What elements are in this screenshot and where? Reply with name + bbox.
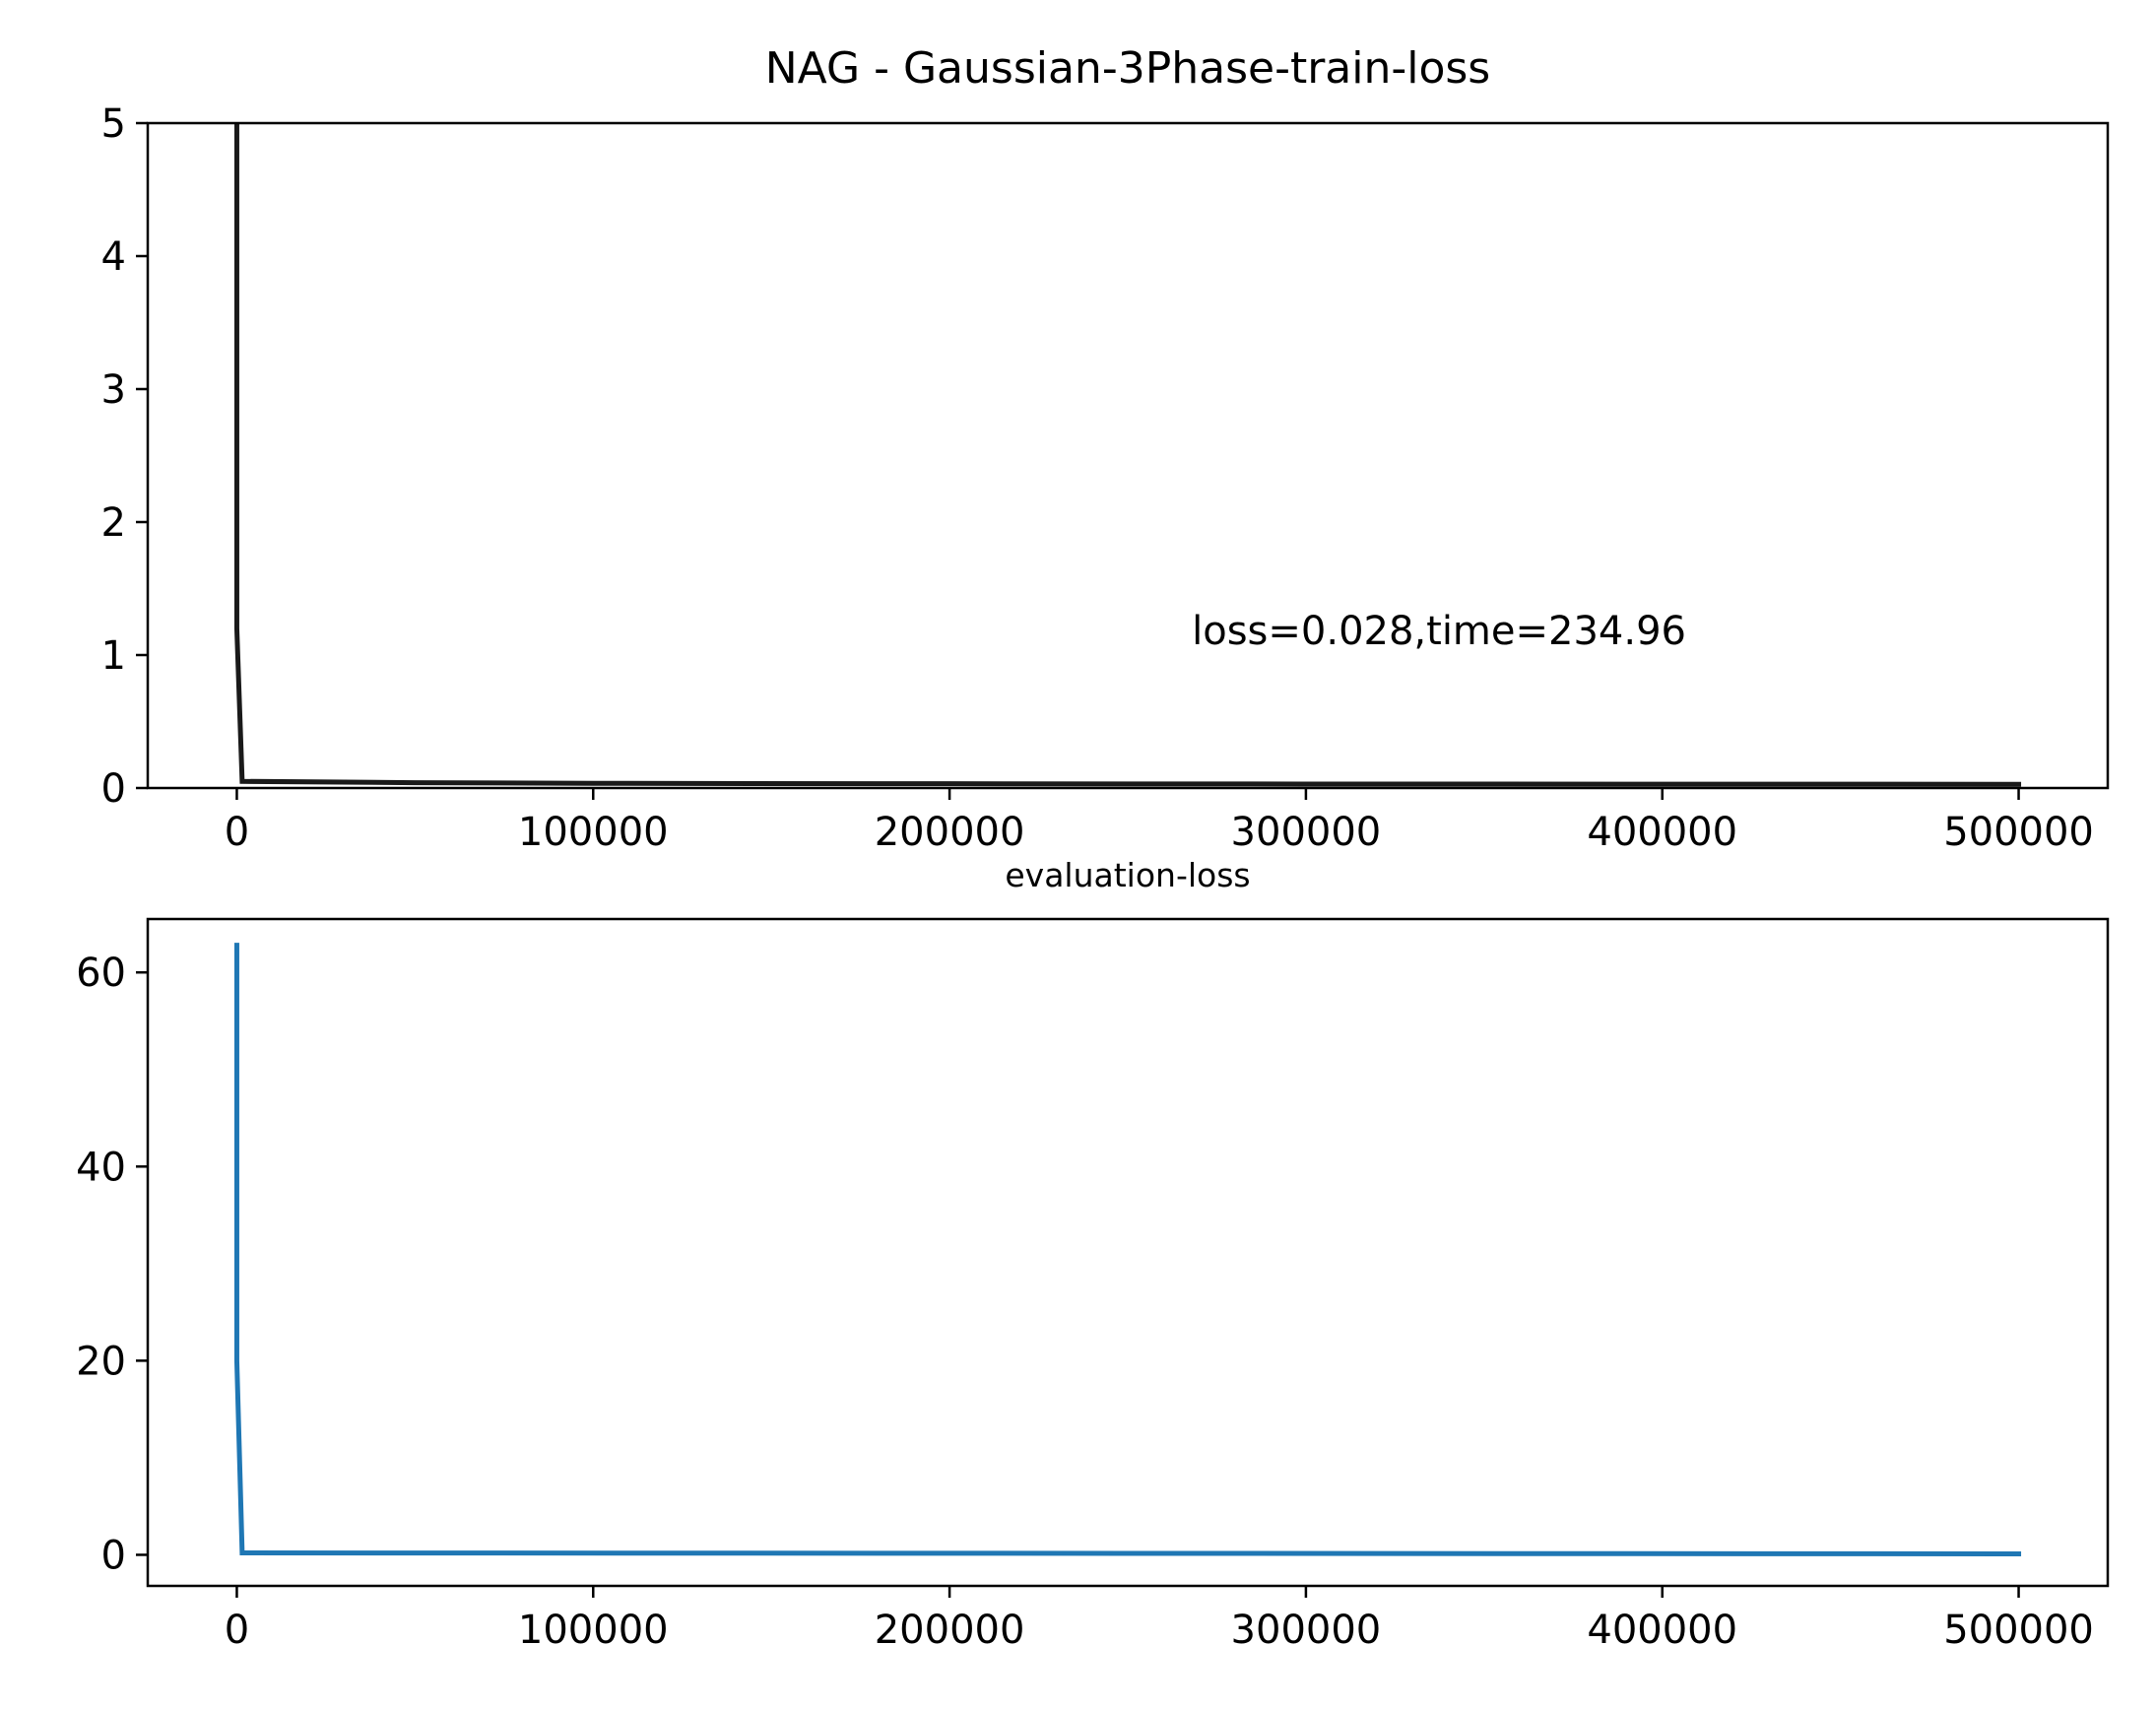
train-loss-x-tick-label: 200000 [875, 810, 1025, 855]
evaluation-loss-y-tick-label: 20 [76, 1339, 126, 1384]
evaluation-loss-x-tick-label: 500000 [1943, 1608, 2094, 1653]
train-loss-marks: 0 100000 200000 300000 400000 500000 0 1 2 3 4 5 los… [101, 101, 2110, 855]
train-loss-annotation: loss=0.028,time=234.96 [1192, 609, 1686, 654]
train-loss-x-tick-label: 300000 [1231, 810, 1382, 855]
evaluation-loss-x-tick-label: 300000 [1231, 1608, 1382, 1653]
evaluation-loss-x-tick-label: 400000 [1587, 1608, 1737, 1653]
train-loss-y-tick-label: 2 [101, 500, 126, 546]
train-loss-x-tick-label: 100000 [518, 810, 669, 855]
train-loss-y-tick-label: 0 [101, 766, 126, 812]
evaluation-loss-y-tick-label: 0 [101, 1533, 126, 1578]
train-loss-x-tick-label: 400000 [1587, 810, 1737, 855]
evaluation-loss-y-tick-label: 60 [76, 951, 126, 996]
train-loss-y-tick-label: 4 [101, 234, 126, 280]
evaluation-loss-y-tick-label: 40 [76, 1145, 126, 1190]
train-loss-y-tick-label: 1 [101, 633, 126, 679]
train-loss-title: NAG - Gaussian-3Phase-train-loss [765, 43, 1490, 94]
evaluation-loss-axes-frame [146, 917, 2110, 1588]
train-loss-x-tick-label: 0 [225, 810, 249, 855]
evaluation-loss-marks: 0 100000 200000 300000 400000 500000 0 20 40 60 [76, 917, 2110, 1653]
train-loss-series-line-0 [233, 123, 2022, 787]
evaluation-loss-panel: evaluation-loss 0 100000 200000 300000 40000… [76, 856, 2110, 1653]
evaluation-loss-x-tick-label: 100000 [518, 1608, 669, 1653]
train-loss-x-tick-label: 500000 [1943, 810, 2094, 855]
evaluation-loss-series-line-0 [233, 943, 2022, 1556]
train-loss-y-tick-label: 3 [101, 367, 126, 413]
train-loss-y-tick-label: 5 [101, 101, 126, 147]
evaluation-loss-x-tick-label: 200000 [875, 1608, 1025, 1653]
train-loss-panel: NAG - Gaussian-3Phase-train-loss 0 100000… [101, 43, 2110, 855]
evaluation-loss-x-tick-label: 0 [225, 1608, 249, 1653]
evaluation-loss-title: evaluation-loss [1005, 856, 1250, 894]
train-loss-axes-frame [146, 121, 2110, 790]
